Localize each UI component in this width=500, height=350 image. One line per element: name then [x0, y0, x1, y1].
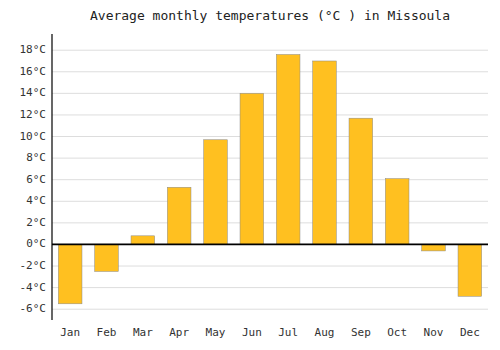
bar: [240, 93, 264, 244]
x-tick-label: Jan: [60, 326, 80, 339]
bar: [458, 244, 482, 296]
grid-line: [52, 50, 488, 51]
y-tick-label: -6°C: [20, 302, 47, 315]
grid-line: [52, 93, 488, 94]
x-tick-label: Feb: [97, 326, 117, 339]
y-axis: -6°C -4°C -2°C 0°C 2°C 4°C 6°C 8°C 10°C 12°C 14°C 1…: [20, 43, 47, 315]
y-tick-label: -4°C: [20, 281, 47, 294]
y-tick-label: 14°C: [20, 86, 47, 99]
bar: [385, 179, 409, 245]
grid-line: [52, 158, 488, 159]
y-tick-label: 4°C: [26, 194, 46, 207]
x-axis: Jan Feb Mar Apr May Jun Jul Aug Sep Oct Nov Dec: [60, 326, 480, 339]
bar: [167, 187, 191, 244]
bars: [58, 55, 481, 304]
grid-line: [52, 287, 488, 288]
y-tick-label: 0°C: [26, 237, 46, 250]
y-tick-label: -2°C: [20, 259, 47, 272]
y-tick-label: 18°C: [20, 43, 47, 56]
x-tick-label: Nov: [424, 326, 444, 339]
bar: [349, 118, 373, 244]
x-tick-label: Sep: [351, 326, 371, 339]
y-tick-label: 16°C: [20, 65, 47, 78]
x-tick-label: Oct: [387, 326, 407, 339]
grid-line: [52, 71, 488, 72]
grid-line: [52, 201, 488, 202]
grid-line: [52, 222, 488, 223]
bar: [313, 61, 337, 244]
grid-line: [52, 309, 488, 310]
bar: [131, 236, 155, 245]
y-tick-label: 6°C: [26, 173, 46, 186]
title: Average monthly temperatures (°C ) in Mi…: [90, 8, 450, 23]
x-tick-label: Apr: [169, 326, 189, 339]
x-tick-label: Dec: [460, 326, 480, 339]
zero-line: [52, 244, 488, 246]
bar: [95, 244, 119, 271]
grid: [52, 50, 488, 309]
bar: [422, 244, 446, 250]
x-tick-label: Mar: [133, 326, 153, 339]
bar: [276, 55, 300, 245]
grid-line: [52, 244, 488, 245]
bar: [204, 140, 228, 245]
bar: [58, 244, 82, 303]
x-tick-label: May: [206, 326, 226, 339]
chart: -6°C -4°C -2°C 0°C 2°C 4°C 6°C 8°C 10°C 12°C 14°C 1…: [0, 0, 500, 350]
x-tick-label: Jul: [278, 326, 298, 339]
y-tick-label: 8°C: [26, 151, 46, 164]
grid-line: [52, 136, 488, 137]
grid-line: [52, 179, 488, 180]
y-tick-label: 2°C: [26, 216, 46, 229]
x-tick-label: Aug: [315, 326, 335, 339]
y-axis-line: [51, 34, 52, 320]
y-tick-label: 10°C: [20, 130, 47, 143]
y-tick-label: 12°C: [20, 108, 47, 121]
x-tick-label: Jun: [242, 326, 262, 339]
grid-line: [52, 114, 488, 115]
